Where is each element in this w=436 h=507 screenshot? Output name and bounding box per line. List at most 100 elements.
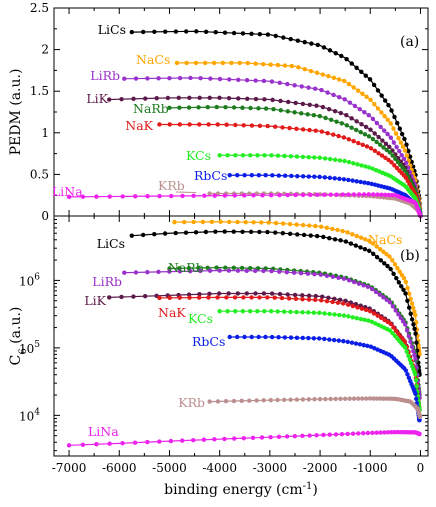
data-point [225, 153, 230, 158]
data-point [336, 338, 342, 343]
data-point [307, 223, 312, 228]
data-point [205, 105, 210, 110]
data-point [231, 105, 237, 110]
data-point [327, 235, 332, 241]
data-point [346, 137, 352, 142]
data-point [197, 122, 202, 127]
data-point [413, 391, 418, 397]
data-point [280, 125, 285, 130]
data-point [341, 135, 347, 140]
data-point [232, 436, 237, 441]
data-point [332, 176, 337, 181]
data-point [288, 154, 294, 159]
data-point [412, 326, 417, 332]
data-point [262, 153, 267, 158]
data-point [222, 229, 227, 234]
data-point [402, 136, 407, 142]
data-point [367, 308, 373, 314]
data-point [347, 396, 352, 401]
series-label-nacs: NaCs [136, 52, 170, 67]
data-point [196, 295, 202, 300]
data-point [306, 85, 311, 90]
data-point [385, 430, 391, 435]
data-point [263, 106, 269, 111]
data-point [406, 334, 412, 339]
series-label-lirb: LiRb [90, 68, 120, 83]
data-point [346, 278, 352, 283]
data-point [381, 145, 386, 150]
data-point [231, 265, 237, 271]
data-point [302, 66, 308, 72]
y-tick-label: 2 [41, 43, 49, 57]
data-point [197, 292, 202, 297]
data-point [330, 299, 335, 305]
data-point [337, 94, 342, 100]
data-point [317, 310, 322, 316]
data-point [363, 124, 369, 130]
data-point [173, 29, 179, 34]
data-point [319, 224, 324, 229]
data-point [248, 265, 253, 271]
data-point [321, 432, 326, 438]
data-point [354, 233, 359, 239]
data-point [397, 269, 402, 274]
data-point [385, 131, 390, 137]
data-point [331, 132, 336, 137]
data-point [237, 60, 242, 66]
data-point [371, 192, 376, 197]
data-point [323, 115, 328, 121]
data-point [396, 280, 402, 285]
data-point [282, 153, 287, 159]
data-point [341, 313, 347, 318]
data-point [188, 268, 193, 274]
data-point [406, 305, 412, 310]
data-point [363, 73, 368, 78]
data-point [133, 76, 139, 81]
data-point [327, 337, 332, 342]
data-point [366, 112, 371, 118]
series-narb [167, 265, 422, 398]
data-point [388, 266, 393, 272]
data-point [300, 296, 305, 302]
data-point [235, 268, 241, 273]
data-point [269, 334, 275, 340]
panel-a-series-labels: LiCs NaCs LiRb LiK NaRb NaK KCs RbCs KRb LiNa [52, 22, 227, 199]
data-point [326, 295, 331, 301]
series-line-kcs [219, 154, 422, 217]
data-point [387, 254, 392, 259]
data-point [241, 295, 246, 300]
data-point [315, 192, 320, 198]
data-point [309, 41, 314, 46]
data-point [312, 397, 317, 402]
data-point [336, 77, 342, 82]
data-point [220, 60, 226, 66]
series-lina [66, 192, 423, 219]
data-point [300, 127, 306, 132]
data-point [232, 295, 238, 300]
data-point [239, 398, 244, 404]
data-point [414, 340, 419, 345]
data-point [262, 308, 267, 314]
data-point [224, 295, 229, 300]
data-point [281, 35, 286, 40]
data-point [374, 139, 379, 145]
series-label-lics: LiCs [98, 22, 126, 37]
series-label-narb: NaRb [133, 101, 169, 116]
y-tick-label: 0 [41, 209, 49, 223]
data-point [354, 179, 359, 184]
data-point [226, 291, 231, 296]
x-tick-label: -7000 [52, 461, 87, 475]
data-point [368, 127, 373, 132]
data-point [314, 233, 320, 239]
data-point [249, 173, 255, 178]
data-point [244, 268, 249, 273]
data-point [255, 266, 261, 271]
data-point [371, 311, 377, 316]
data-point [322, 156, 328, 161]
data-point [131, 294, 136, 299]
data-point [217, 153, 222, 158]
data-point [336, 133, 341, 139]
data-point [341, 338, 346, 344]
data-point [255, 308, 260, 314]
data-point [215, 191, 221, 196]
